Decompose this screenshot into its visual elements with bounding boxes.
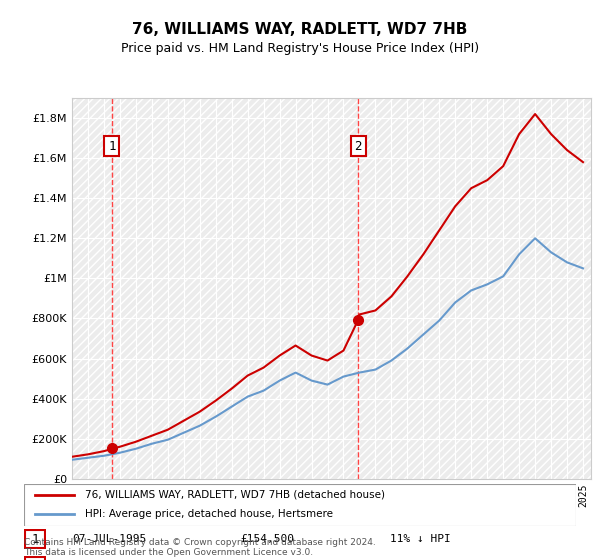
Text: Contains HM Land Registry data © Crown copyright and database right 2024.
This d: Contains HM Land Registry data © Crown c…: [24, 538, 376, 557]
Text: HPI: Average price, detached house, Hertsmere: HPI: Average price, detached house, Hert…: [85, 509, 333, 519]
Text: 76, WILLIAMS WAY, RADLETT, WD7 7HB (detached house): 76, WILLIAMS WAY, RADLETT, WD7 7HB (deta…: [85, 490, 385, 500]
Text: Price paid vs. HM Land Registry's House Price Index (HPI): Price paid vs. HM Land Registry's House …: [121, 42, 479, 55]
Text: 1: 1: [108, 139, 116, 153]
Text: £154,500: £154,500: [240, 534, 294, 544]
FancyBboxPatch shape: [25, 530, 44, 548]
Text: 1: 1: [31, 533, 38, 546]
FancyBboxPatch shape: [25, 557, 44, 560]
Text: 76, WILLIAMS WAY, RADLETT, WD7 7HB: 76, WILLIAMS WAY, RADLETT, WD7 7HB: [133, 22, 467, 38]
Bar: [72, 98, 591, 479]
FancyBboxPatch shape: [24, 484, 576, 526]
Text: 11% ↓ HPI: 11% ↓ HPI: [390, 534, 451, 544]
Text: 07-JUL-1995: 07-JUL-1995: [72, 534, 146, 544]
Text: 2: 2: [355, 139, 362, 153]
